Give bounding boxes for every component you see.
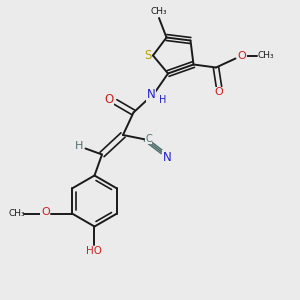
Text: H: H bbox=[75, 140, 84, 151]
Text: O: O bbox=[41, 207, 50, 217]
Text: N: N bbox=[163, 151, 172, 164]
Text: S: S bbox=[144, 49, 151, 62]
Text: HO: HO bbox=[86, 246, 103, 256]
Text: C: C bbox=[145, 134, 152, 144]
Text: O: O bbox=[104, 92, 113, 106]
Text: N: N bbox=[146, 88, 155, 101]
Text: CH₃: CH₃ bbox=[151, 7, 167, 16]
Text: CH₃: CH₃ bbox=[9, 209, 25, 218]
Text: O: O bbox=[214, 87, 224, 98]
Text: H: H bbox=[159, 94, 167, 105]
Text: CH₃: CH₃ bbox=[257, 51, 274, 60]
Text: O: O bbox=[238, 51, 247, 61]
